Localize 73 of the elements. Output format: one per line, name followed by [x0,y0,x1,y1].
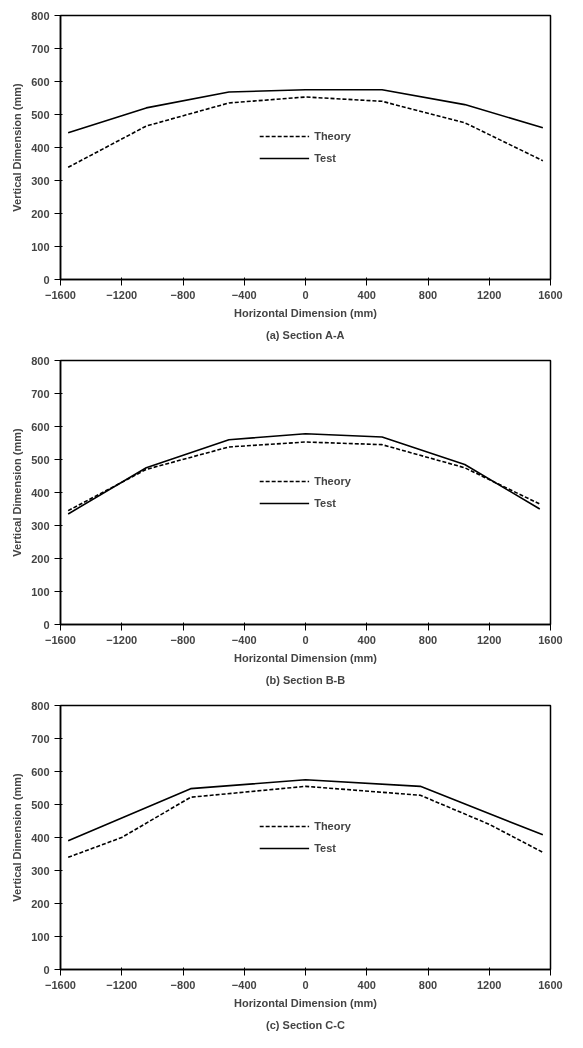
x-tick-label: 800 [418,633,438,646]
y-tick-label: 100 [31,930,50,943]
y-tick-label: 400 [31,486,50,499]
x-tick-label: −800 [170,978,196,991]
x-axis-title: Horizontal Dimension (mm) [234,306,378,319]
x-tick-label: −1200 [106,978,138,991]
line-series [67,785,544,859]
x-tick-label: −400 [231,978,257,991]
x-tick-label: −800 [170,633,196,646]
y-tick-label: 0 [43,618,50,631]
y-axis-title: Vertical Dimension (mm) [11,772,24,902]
y-tick-label: 800 [31,699,50,712]
y-tick-label: 100 [31,585,50,598]
y-tick-label: 700 [31,42,50,55]
x-tick-label: −400 [231,288,257,301]
text: (b) Section B-B [265,673,346,686]
x-tick-label: 0 [302,633,309,646]
legend-label: Test [314,152,336,164]
y-tick-label: 200 [31,552,50,565]
y-tick-label: 300 [31,174,50,187]
y-tick-label: 500 [31,798,50,811]
x-tick-label: 1600 [538,978,563,991]
x-tick-label: −1600 [45,633,76,646]
x-tick-label: 1600 [538,288,563,301]
line-series [67,88,544,134]
legend-label: Theory [314,820,351,832]
y-tick-label: 400 [31,831,50,844]
x-tick-label: 1200 [477,288,502,301]
x-axis-title: Horizontal Dimension (mm) [234,651,378,664]
legend-label: Theory [314,475,351,487]
y-tick-label: 200 [31,897,50,910]
y-tick-label: 400 [31,141,50,154]
x-tick-label: 800 [418,288,438,301]
x-tick-label: 1200 [477,978,502,991]
y-tick-label: 600 [31,420,50,433]
y-tick-label: 0 [43,273,50,286]
y-tick-label: 0 [43,963,50,976]
line-series [67,96,544,169]
x-tick-label: 400 [357,633,376,646]
y-axis-title: Vertical Dimension (mm) [11,82,24,212]
text: (c) Section C-C [266,1018,345,1031]
y-tick-label: 100 [31,240,50,253]
x-tick-label: 0 [302,978,309,991]
x-axis-title: Horizontal Dimension (mm) [234,996,378,1009]
x-tick-label: −800 [170,288,196,301]
y-axis-title: Vertical Dimension (mm) [11,427,24,557]
y-tick-label: 200 [31,207,50,220]
y-tick-label: 600 [31,765,50,778]
text: (a) Section A-A [266,328,345,341]
x-tick-label: −1600 [45,288,76,301]
x-tick-label: 400 [357,288,376,301]
y-tick-label: 600 [31,75,50,88]
x-tick-label: 1600 [538,633,563,646]
x-tick-label: −1600 [45,978,76,991]
y-tick-label: 700 [31,387,50,400]
y-tick-label: 300 [31,864,50,877]
legend-label: Test [314,497,336,509]
y-tick-label: 300 [31,519,50,532]
y-tick-label: 800 [31,354,50,367]
x-tick-label: 800 [418,978,438,991]
legend-label: Theory [314,130,351,142]
x-tick-label: 1200 [477,633,502,646]
x-tick-label: 400 [357,978,376,991]
x-tick-label: 0 [302,288,309,301]
y-tick-label: 800 [31,9,50,22]
y-tick-label: 500 [31,108,50,121]
line-series [67,778,544,842]
x-tick-label: −1200 [106,288,138,301]
legend-label: Test [314,842,336,854]
x-tick-label: −1200 [106,633,138,646]
y-tick-label: 700 [31,732,50,745]
x-tick-label: −400 [231,633,257,646]
y-tick-label: 500 [31,453,50,466]
